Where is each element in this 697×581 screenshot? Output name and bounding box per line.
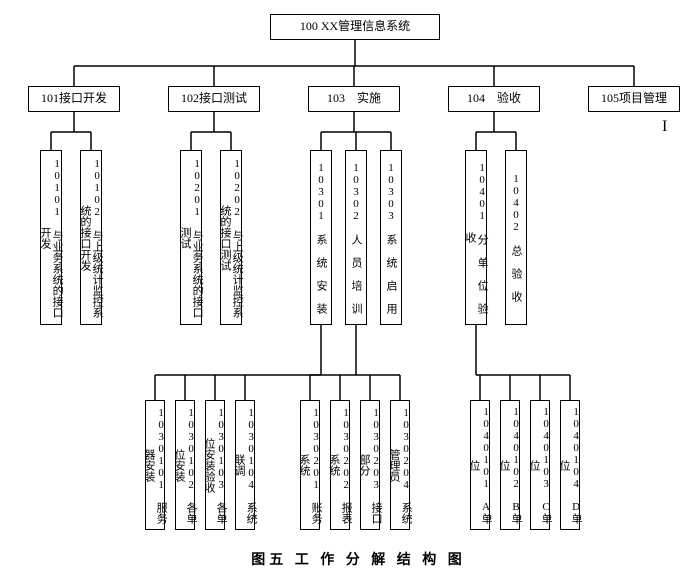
- level3-node: 1040104 D单位: [560, 400, 580, 530]
- level3-node: 1040101 A单位: [470, 400, 490, 530]
- level2-node: 10303 系 统 启 用: [380, 150, 402, 325]
- level1-node: 103 实施: [308, 86, 400, 112]
- level2-node: 10402 总 验 收: [505, 150, 527, 325]
- level3-node: 1030102 各单位安装: [175, 400, 195, 530]
- level1-node: 104 验收: [448, 86, 540, 112]
- level1-node: 102接口测试: [168, 86, 260, 112]
- level2-node: 10302 人 员 培 训: [345, 150, 367, 325]
- level3-node: 1040103 C单位: [530, 400, 550, 530]
- level3-node: 1030203 接口部分: [360, 400, 380, 530]
- level3-node: 1040102 B单位: [500, 400, 520, 530]
- level2-node: 10102 与上级统计监控系统的接口开发: [80, 150, 102, 325]
- root-node: 100 XX管理信息系统: [270, 14, 440, 40]
- level1-node: 105项目管理: [588, 86, 680, 112]
- level2-node: 10202 与上级统计监控系统的接口测试: [220, 150, 242, 325]
- level3-node: 1030202 报表系统: [330, 400, 350, 530]
- level3-node: 1030204 系统管理员: [390, 400, 410, 530]
- level2-node: 10201 与业务系统的接口测试: [180, 150, 202, 325]
- level3-node: 1030104 系统联调: [235, 400, 255, 530]
- level1-node: 101接口开发: [28, 86, 120, 112]
- text-cursor: I: [662, 118, 667, 136]
- level2-node: 10301 系 统 安 装: [310, 150, 332, 325]
- level3-node: 1030101 服务器安装: [145, 400, 165, 530]
- level3-node: 1030201 账务系统: [300, 400, 320, 530]
- level3-node: 1030103 各单位安装验收: [205, 400, 225, 530]
- level2-node: 10101 与业务系统的接口开发: [40, 150, 62, 325]
- level2-node: 10401 分 单 位 验 收: [465, 150, 487, 325]
- figure-caption: 图五 工 作 分 解 结 构 图: [10, 549, 697, 569]
